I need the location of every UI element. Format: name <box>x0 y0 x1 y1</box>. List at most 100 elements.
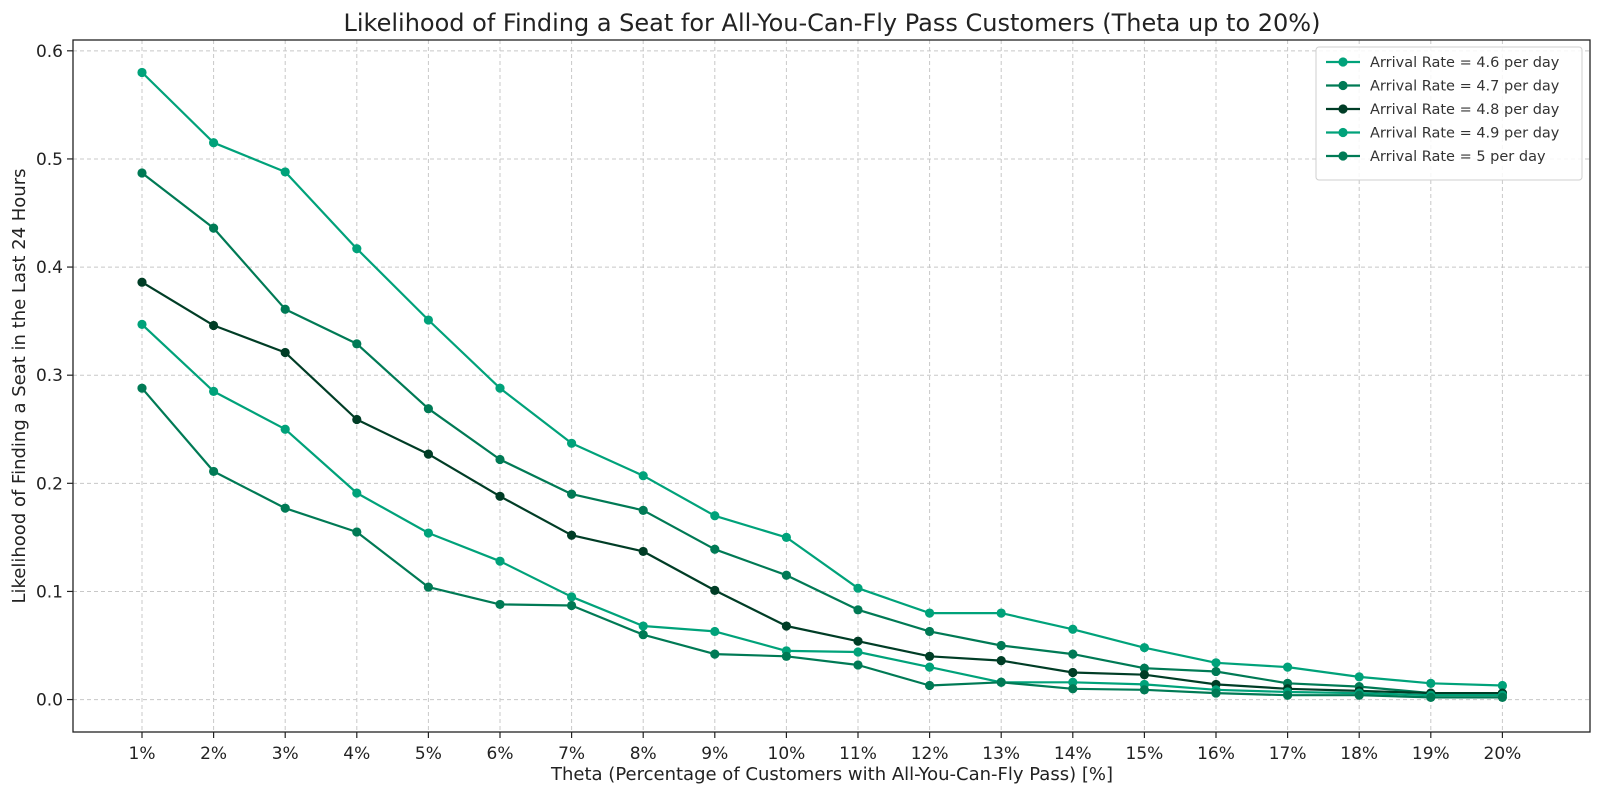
data-point <box>925 662 935 672</box>
legend: Arrival Rate = 4.6 per day Arrival Rate =… <box>1315 46 1583 181</box>
x-tick-label: 6% <box>487 744 514 764</box>
data-point <box>1139 685 1149 695</box>
data-point <box>1283 662 1293 672</box>
data-point <box>1068 677 1078 687</box>
data-point <box>567 600 577 611</box>
data-point <box>209 320 219 331</box>
data-point <box>638 630 648 640</box>
data-point <box>137 277 147 287</box>
data-point <box>1283 690 1293 700</box>
data-point <box>710 511 720 521</box>
data-point <box>137 383 147 393</box>
chart-title: Likelihood of Finding a Seat for All-You… <box>344 9 1321 37</box>
data-point <box>209 138 219 148</box>
y-tick-label: 0.1 <box>36 582 63 602</box>
plot-area-frame <box>72 39 1591 733</box>
data-point <box>1068 649 1078 659</box>
x-tick-label: 11% <box>839 744 877 764</box>
legend-label: Arrival Rate = 5 per day <box>1370 149 1546 165</box>
legend-item: Arrival Rate = 4.7 per day <box>1326 79 1560 95</box>
data-point <box>925 680 935 691</box>
series-line <box>141 71 1503 687</box>
data-point <box>1211 666 1221 677</box>
data-point <box>495 454 505 465</box>
x-tick-label: 10% <box>768 744 806 764</box>
y-tick-label: 0.6 <box>36 42 63 62</box>
data-point <box>352 244 362 254</box>
series-group <box>137 277 1507 698</box>
legend-item: Arrival Rate = 4.8 per day <box>1326 102 1560 118</box>
data-point <box>1211 688 1221 698</box>
series-line <box>141 323 1503 697</box>
data-point <box>710 585 720 595</box>
data-point <box>567 438 577 448</box>
y-tick-label: 0.2 <box>36 474 63 494</box>
legend-label: Arrival Rate = 4.9 per day <box>1370 126 1560 142</box>
legend-label: Arrival Rate = 4.8 per day <box>1370 102 1560 118</box>
data-point <box>781 532 792 542</box>
x-axis: 1% 2% 3% 4% 5% 6% 7% 8% 9% 10% 11% 12% 13% 14% 15% 16% 1… <box>129 732 1522 764</box>
series-group <box>137 319 1507 700</box>
data-point <box>996 640 1006 651</box>
data-point <box>781 651 792 661</box>
data-point <box>925 651 935 661</box>
x-tick-label: 14% <box>1054 744 1092 764</box>
data-point <box>1068 667 1078 678</box>
x-tick-label: 19% <box>1412 744 1450 764</box>
data-point <box>352 339 362 349</box>
legend-swatch-marker <box>1338 80 1348 91</box>
legend-swatch-marker <box>1338 127 1348 138</box>
x-tick-label: 15% <box>1126 744 1164 764</box>
data-point <box>638 546 648 557</box>
data-point <box>1354 672 1364 682</box>
data-point <box>925 608 935 618</box>
data-point <box>925 626 935 637</box>
data-point <box>209 386 219 397</box>
legend-item: Arrival Rate = 5 per day <box>1326 149 1546 165</box>
x-tick-label: 9% <box>701 744 728 764</box>
y-axis-label: Likelihood of Finding a Seat in the Last… <box>9 168 30 603</box>
data-point <box>423 404 433 414</box>
data-point <box>423 449 433 459</box>
data-point <box>280 347 290 358</box>
data-point <box>853 647 863 657</box>
legend-label: Arrival Rate = 4.6 per day <box>1370 55 1560 71</box>
data-point <box>710 544 720 554</box>
x-tick-label: 8% <box>630 744 657 764</box>
x-tick-label: 4% <box>343 744 370 764</box>
x-tick-label: 17% <box>1269 744 1307 764</box>
data-point <box>1426 678 1436 688</box>
legend-swatch-marker <box>1338 57 1348 67</box>
data-point <box>495 599 505 610</box>
x-tick-label: 20% <box>1484 744 1522 764</box>
legend-frame <box>1315 46 1583 181</box>
data-point <box>781 621 792 631</box>
x-tick-label: 12% <box>911 744 949 764</box>
data-point <box>423 315 433 325</box>
x-tick-label: 7% <box>558 744 585 764</box>
legend-label: Arrival Rate = 4.7 per day <box>1370 79 1560 95</box>
data-point <box>1426 692 1436 703</box>
data-point <box>1068 684 1078 694</box>
data-point <box>137 67 147 78</box>
data-point <box>352 414 362 425</box>
data-point <box>280 304 290 314</box>
data-point <box>280 503 290 513</box>
data-point <box>996 677 1006 687</box>
data-point <box>423 528 433 538</box>
data-point <box>1139 643 1149 653</box>
data-point <box>280 424 290 434</box>
y-tick-label: 0.4 <box>36 258 63 278</box>
data-point <box>423 582 433 592</box>
data-point <box>352 488 362 498</box>
series-line <box>141 172 1503 695</box>
data-point <box>853 583 863 593</box>
data-point <box>137 168 147 178</box>
data-point <box>1139 663 1149 673</box>
data-point <box>638 471 648 481</box>
data-point <box>495 383 505 393</box>
data-point <box>710 649 720 659</box>
data-point <box>567 530 577 540</box>
legend-item: Arrival Rate = 4.9 per day <box>1326 126 1560 142</box>
data-point <box>567 592 577 602</box>
